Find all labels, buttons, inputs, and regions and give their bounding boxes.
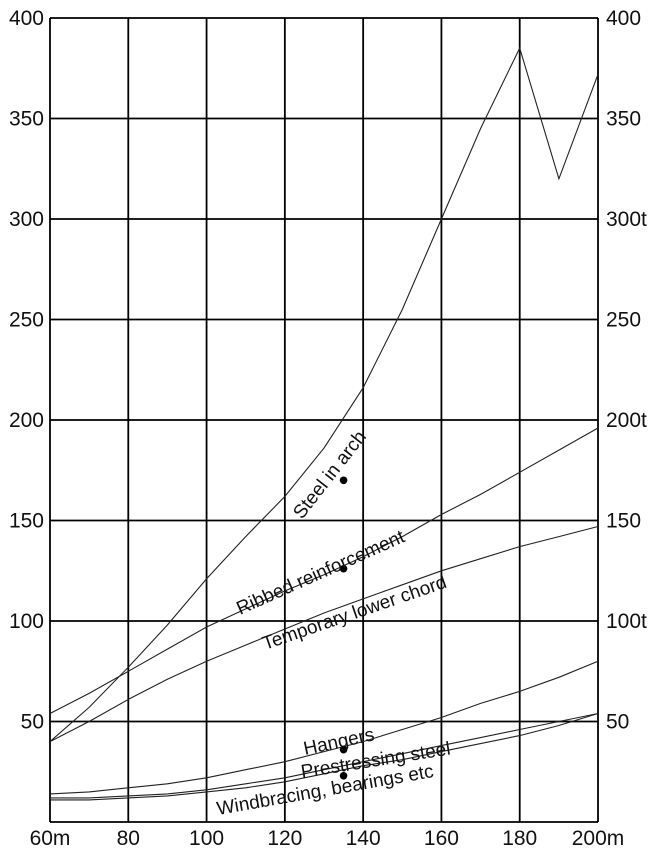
y-tick-label-left: 400 <box>9 7 44 30</box>
series-line-2 <box>49 427 599 714</box>
y-tick-label-left: 300 <box>9 208 44 231</box>
y-tick-label-left: 50 <box>21 711 44 734</box>
y-tick-label-right: 300t <box>606 208 647 231</box>
series-line-1 <box>49 46 599 743</box>
series-markers <box>339 476 348 780</box>
x-tick-label: 140 <box>346 827 381 850</box>
y-tick-label-left: 100 <box>9 610 44 633</box>
x-tick-label: 160 <box>424 827 459 850</box>
y-tick-label-right: 350 <box>606 108 641 131</box>
y-tick-label-left: 150 <box>9 510 44 533</box>
y-tick-labels-left: 50 100 150 200 250 300 350 400 <box>9 7 44 734</box>
series-line-4 <box>49 660 599 795</box>
x-tick-label: 60m <box>30 827 71 850</box>
y-tick-label-right: 100t <box>606 610 647 633</box>
y-tick-labels-right: 50 100t 150 200t 250 300t 350 400 <box>606 7 647 734</box>
x-tick-label: 200m <box>572 827 625 850</box>
x-tick-label: 80 <box>117 827 140 850</box>
series-line-6 <box>50 712 599 799</box>
series-marker-6 <box>339 771 348 780</box>
y-tick-label-right: 200t <box>606 409 647 432</box>
y-tick-label-right: 400 <box>606 7 641 30</box>
series-marker-2 <box>339 564 348 573</box>
grid-lines <box>49 17 599 823</box>
x-tick-label: 100 <box>189 827 224 850</box>
y-tick-label-left: 200 <box>9 409 44 432</box>
y-tick-label-left: 350 <box>9 108 44 131</box>
y-tick-label-right: 150 <box>606 510 641 533</box>
series-curves <box>49 46 599 801</box>
series-line-5 <box>50 712 599 801</box>
x-tick-label: 180 <box>502 827 537 850</box>
y-tick-label-right: 50 <box>606 711 629 734</box>
series-line-3 <box>49 525 599 743</box>
series-marker-1 <box>339 476 348 485</box>
series-marker-4 <box>339 745 348 754</box>
y-tick-label-right: 250 <box>606 309 641 332</box>
y-tick-label-left: 250 <box>9 309 44 332</box>
x-tick-label: 120 <box>267 827 302 850</box>
x-tick-labels: 60m 80 100 120 140 160 180 200m <box>30 827 625 850</box>
